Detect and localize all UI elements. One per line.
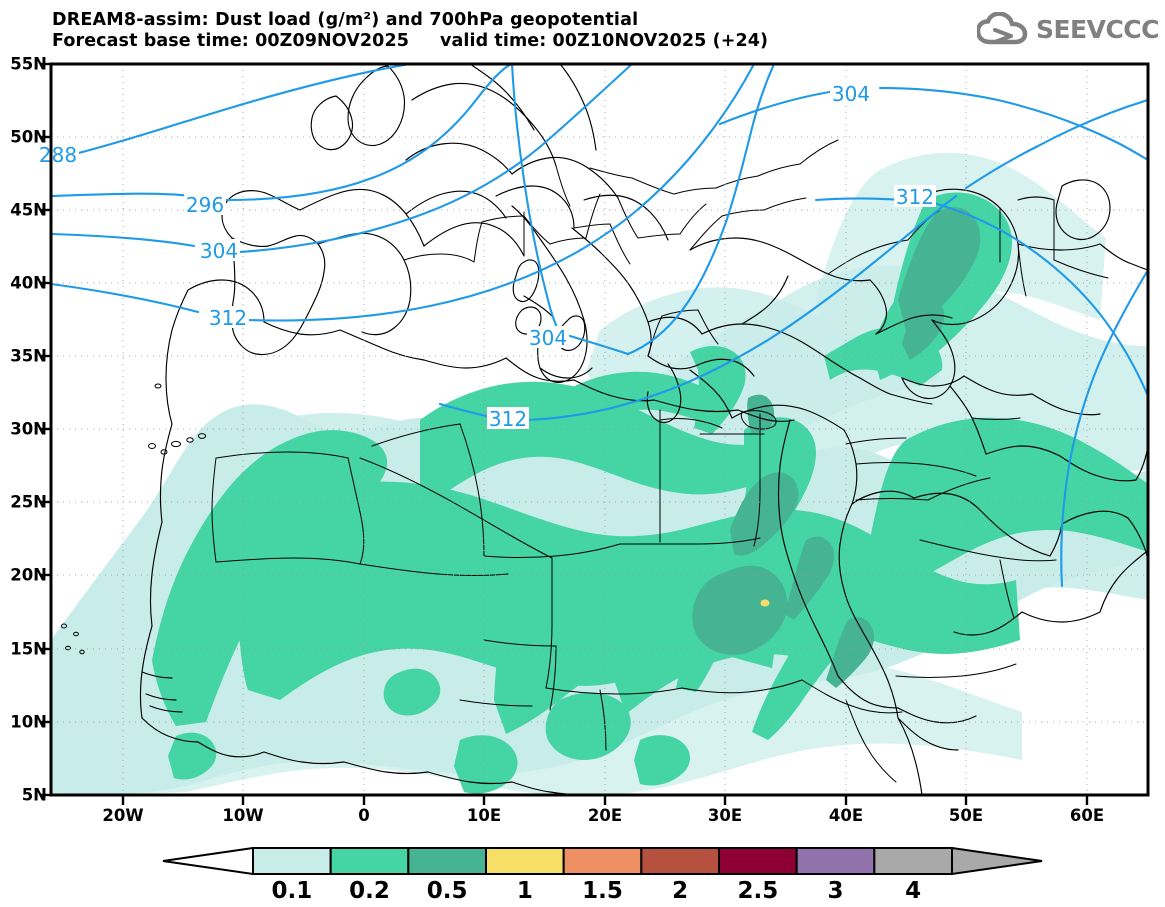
colorbar-swatch-0.5-1[interactable] [407,847,488,875]
lat-tick-30N: 30N [10,419,47,439]
contour-label-304: 304 [830,82,872,106]
contour-label-312: 312 [487,407,529,431]
colorbar-tick-3: 3 [827,878,844,904]
colorbar[interactable] [162,846,1043,876]
lon-tick-30E: 30E [707,806,743,825]
lon-tick-60E: 60E [1069,806,1105,825]
contour-labels: 288 296 304 312 304 312 304 312 [37,82,936,431]
colorbar-tick-0.2: 0.2 [349,878,390,904]
geopotential-contours [51,64,1148,588]
logo-text: SEEVCCC [1035,14,1160,44]
contour-label-312: 312 [894,185,936,209]
colorbar-tick-1.5: 1.5 [582,878,623,904]
colorbar-tick-1: 1 [516,878,533,904]
contour-label-312: 312 [207,306,249,330]
dust-layer-0.5 [692,207,981,688]
lon-tick-20W: 20W [102,806,144,825]
colorbar-swatch-1-1.5[interactable] [485,847,565,875]
svg-text:296: 296 [186,193,224,217]
contour-label-304: 304 [198,239,240,263]
svg-text:312: 312 [209,306,247,330]
contour-label-296: 296 [184,193,226,217]
page-title: DREAM8-assim: Dust load (g/m²) and 700hP… [52,10,639,30]
lat-tick-10N: 10N [10,712,47,732]
lat-tick-40N: 40N [10,273,47,293]
lat-tick-50N: 50N [10,127,47,147]
lon-tick-10W: 10W [222,806,264,825]
lon-tick-20E: 20E [587,806,623,825]
axis-ticks [41,62,1089,805]
lat-tick-20N: 20N [10,565,47,585]
svg-text:312: 312 [896,185,934,209]
svg-text:304: 304 [200,239,238,263]
colorbar-swatch-0.2-0.5[interactable] [329,847,410,875]
svg-text:304: 304 [529,326,567,350]
colorbar-tick-2: 2 [672,878,689,904]
colorbar-tick-0.5: 0.5 [426,878,468,904]
cloud-icon [976,12,1028,45]
colorbar-swatch->4[interactable] [873,847,953,875]
geography-layer [60,64,1148,795]
dust-layer-1.0 [760,599,770,607]
colorbar-swatch-0.1-0.2[interactable] [252,847,332,875]
colorbar-swatch-1.5-2[interactable] [562,847,643,875]
colorbar-tick-2.5: 2.5 [737,878,779,904]
colorbar-tick-0.1: 0.1 [271,878,313,904]
colorbar-swatch-3-4[interactable] [795,847,876,875]
colorbar-under-arrow [162,846,254,876]
svg-text:288: 288 [39,143,77,167]
lat-tick-15N: 15N [10,639,47,659]
lon-tick-10E: 10E [466,806,502,825]
svg-text:304: 304 [832,82,870,106]
seevccc-logo: SEEVCCC [976,12,1160,46]
title-block: DREAM8-assim: Dust load (g/m²) and 700hP… [52,10,768,51]
lat-tick-55N: 55N [10,54,47,74]
colorbar-over-arrow [951,846,1043,876]
colorbar-swatch-2-2.5[interactable] [640,847,720,875]
lat-tick-45N: 45N [10,200,47,220]
lon-tick-50E: 50E [948,806,984,825]
forecast-times: Forecast base time: 00Z09NOV2025 valid t… [52,30,769,51]
colorbar-swatch-2.5-3[interactable] [718,847,798,875]
lat-tick-35N: 35N [10,346,47,366]
svg-text:312: 312 [489,407,527,431]
lon-tick-0: 0 [358,806,370,825]
lat-tick-25N: 25N [10,492,47,512]
colorbar-tick-4: 4 [905,878,922,904]
contour-label-288: 288 [37,143,79,167]
lon-tick-40E: 40E [828,806,864,825]
contour-label-304: 304 [527,326,569,350]
lat-tick-5N: 5N [21,785,47,805]
